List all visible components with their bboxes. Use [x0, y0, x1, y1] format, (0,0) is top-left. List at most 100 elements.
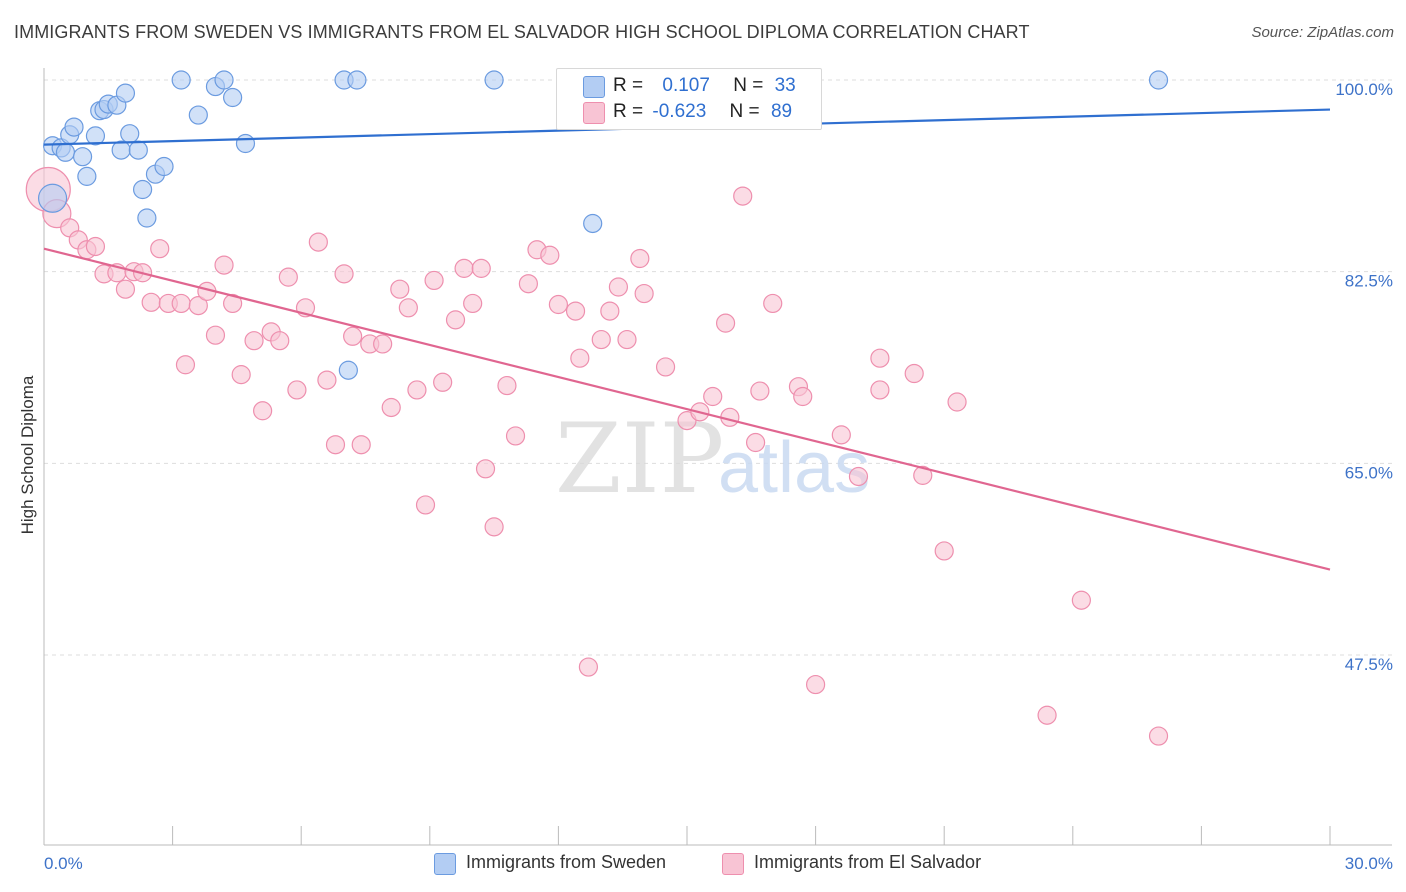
y-tick-label: 100.0% [1335, 80, 1393, 99]
elsalvador-point [913, 465, 933, 485]
elsalvador-point [497, 375, 517, 396]
sweden-point [115, 83, 136, 103]
x-tick-label: 0.0% [44, 854, 83, 873]
elsalvador-point [1037, 705, 1057, 725]
elsalvador-point [351, 435, 371, 455]
elsalvador-point [715, 313, 736, 333]
sweden-point [583, 213, 603, 234]
elsalvador-point [115, 279, 136, 299]
elsalvador-point [398, 298, 418, 318]
elsalvador-point [608, 277, 629, 297]
sweden-point [64, 117, 84, 137]
sweden-point [484, 70, 504, 90]
sweden-point [137, 208, 157, 228]
sweden-point [171, 70, 191, 90]
elsalvador-point [540, 245, 560, 265]
r-label: R = [613, 101, 644, 122]
elsalvador-point [1148, 726, 1169, 746]
sweden-point [223, 87, 243, 108]
elsalvador-point [381, 397, 401, 418]
legend-text-elsalvador: R = -0.623 N = 89 [613, 101, 792, 123]
n-label: N = [729, 101, 760, 122]
sweden-point [85, 126, 106, 146]
elsalvador-point [334, 264, 354, 284]
elsalvador-point [655, 357, 676, 377]
elsalvador-trend-line [43, 247, 1331, 571]
elsalvador-point [141, 292, 161, 312]
y-tick-label: 47.5% [1345, 655, 1393, 674]
elsalvador-point [805, 674, 826, 695]
elsalvador-point [253, 401, 273, 421]
sweden-point [347, 70, 367, 90]
elsalvador-point [591, 329, 611, 350]
elsalvador-point [578, 657, 599, 677]
bottom-legend-label: Immigrants from Sweden [466, 852, 667, 872]
elsalvador-point [188, 296, 208, 316]
elsalvador-point [947, 392, 967, 412]
n-value: 89 [770, 101, 793, 122]
elsalvador-point [617, 329, 637, 350]
bottom-legend-label: Immigrants from El Salvador [754, 852, 982, 872]
elsalvador-point [214, 255, 234, 275]
elsalvador-point [317, 370, 337, 390]
elsalvador-point [308, 232, 328, 252]
elsalvador-point [565, 301, 586, 321]
elsalvador-point [171, 293, 191, 314]
sweden-point [120, 124, 140, 144]
elsalvador-point [463, 293, 483, 314]
sweden-point [72, 147, 93, 167]
elsalvador-point [433, 372, 453, 392]
elsalvador-point [848, 466, 869, 487]
elsalvador-point [475, 459, 496, 479]
sweden-swatch [434, 853, 456, 875]
sweden-point [37, 183, 68, 213]
elsalvador-point [390, 279, 410, 299]
elsalvador-swatch [583, 102, 605, 124]
sweden-point [128, 140, 148, 160]
legend-text-sweden: R = 0.107 N = 33 [613, 75, 796, 97]
elsalvador-point [343, 326, 363, 346]
elsalvador-point [634, 283, 654, 304]
elsalvador-point [205, 325, 226, 345]
elsalvador-point [745, 432, 766, 453]
elsalvador-point [223, 293, 243, 314]
elsalvador-point [325, 435, 346, 455]
elsalvador-point [175, 355, 196, 375]
sweden-point [55, 142, 76, 162]
sweden-point [235, 133, 256, 154]
chart-source: Source: ZipAtlas.com [1251, 24, 1394, 41]
elsalvador-point [870, 380, 890, 400]
r-value: -0.623 [652, 101, 707, 122]
elsalvador-point [904, 363, 924, 384]
r-value: 0.107 [662, 75, 710, 96]
elsalvador-point [518, 274, 538, 294]
elsalvador-point [703, 386, 723, 407]
elsalvador-point [407, 380, 427, 400]
elsalvador-point [570, 348, 590, 368]
elsalvador-point [270, 331, 290, 351]
data-points [25, 70, 1169, 746]
y-axis-title: High School Diploma [18, 375, 37, 535]
sweden-point [188, 105, 208, 125]
sweden-point [154, 156, 174, 177]
elsalvador-point [934, 541, 954, 561]
sweden-swatch [583, 76, 605, 98]
elsalvador-point [287, 380, 307, 400]
elsalvador-point [505, 426, 526, 446]
elsalvador-point [600, 301, 620, 321]
x-tick-label: 30.0% [1345, 854, 1393, 873]
sweden-point [111, 140, 131, 160]
y-tick-label: 82.5% [1345, 272, 1393, 291]
tick-labels: 47.5% 65.0% 82.5% 100.0% 0.0% 30.0% [44, 80, 1393, 873]
watermark: ZIP atlas [555, 403, 870, 515]
elsalvador-point [373, 334, 393, 354]
elsalvador-point [85, 236, 106, 257]
correlation-legend: R = 0.107 N = 33 R = -0.623 N = 89 [556, 68, 822, 130]
elsalvador-point [733, 186, 753, 206]
y-tick-label: 65.0% [1345, 463, 1393, 482]
elsalvador-point [454, 258, 474, 278]
elsalvador-point [630, 248, 650, 269]
n-label: N = [733, 75, 764, 96]
sweden-point [338, 360, 358, 380]
